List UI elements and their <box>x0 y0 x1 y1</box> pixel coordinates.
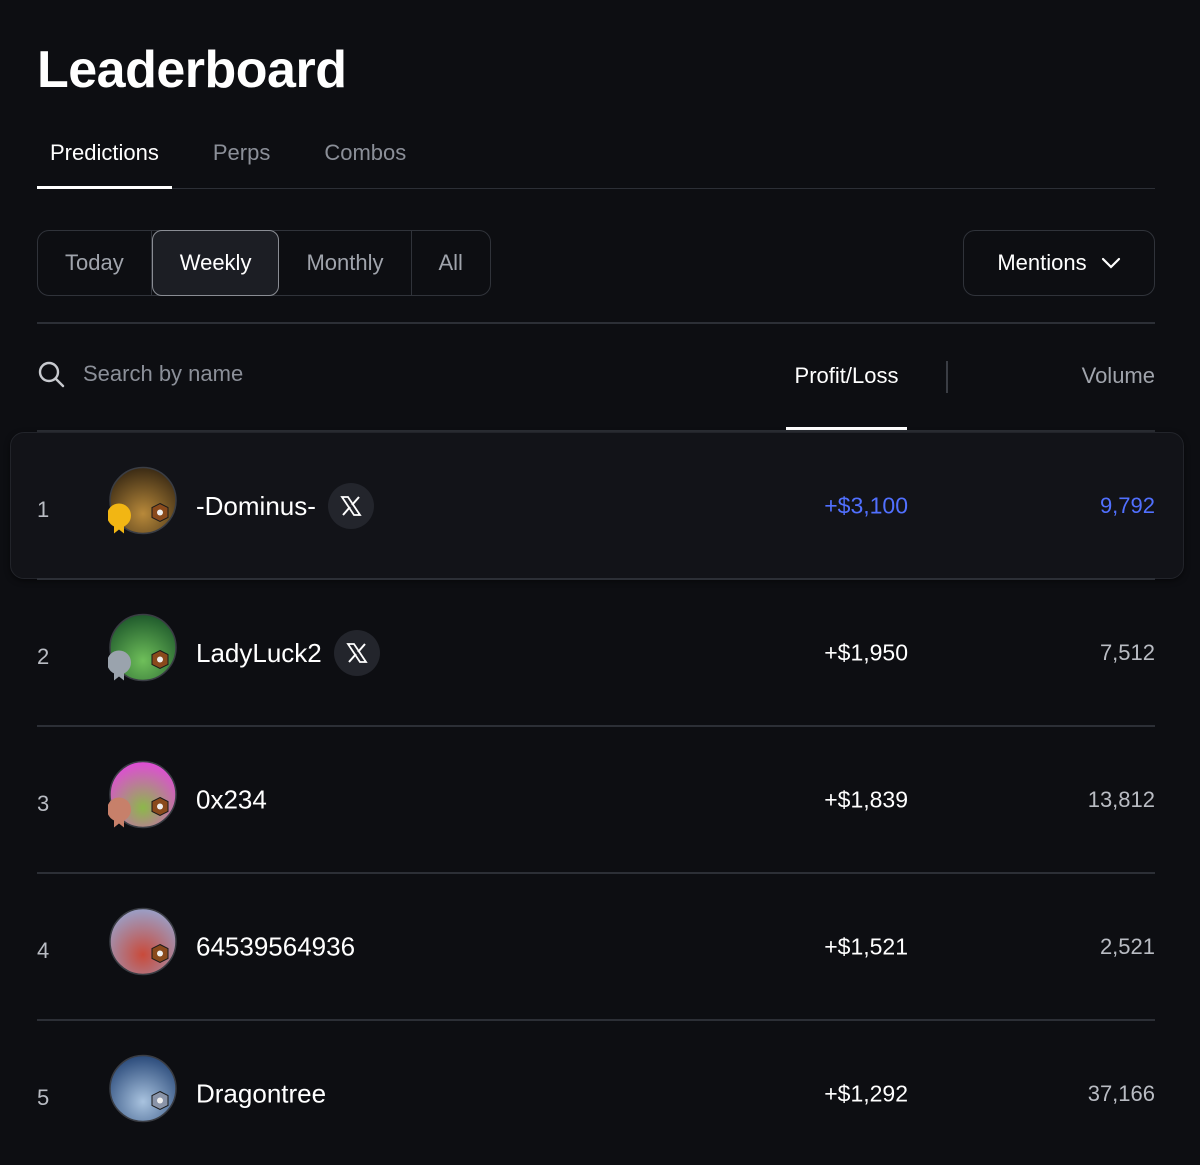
period-button[interactable]: Monthly <box>279 231 412 295</box>
rank: 3 <box>37 791 50 816</box>
avatar-graphic <box>107 650 131 675</box>
rank: 5 <box>37 1085 50 1110</box>
username[interactable]: -Dominus- <box>196 490 316 521</box>
dropdown-label: Mentions <box>997 250 1087 275</box>
user: 0x234 <box>196 785 267 816</box>
avatar <box>108 907 178 988</box>
profit-loss: +$1,292 <box>824 1080 908 1107</box>
tab[interactable]: Perps <box>212 140 271 165</box>
avatar-graphic <box>157 509 163 516</box>
mentions-dropdown[interactable]: Mentions <box>963 230 1155 296</box>
avatar-graphic <box>157 803 163 810</box>
avatar <box>107 613 178 694</box>
profit-loss: +$3,100 <box>824 492 908 519</box>
column-separator <box>946 361 948 393</box>
chevron-icon <box>1101 257 1120 269</box>
search-box[interactable]: Search by name <box>37 360 243 388</box>
period-button[interactable]: Today <box>38 231 152 295</box>
period-selector: Today Weekly Monthly All <box>37 230 491 296</box>
avatar-graphic <box>107 760 177 829</box>
divider <box>37 430 1155 432</box>
avatar-graphic <box>107 466 177 535</box>
tab-bar: Predictions Perps Combos <box>37 130 1155 189</box>
avatar <box>107 760 178 841</box>
x-badge[interactable] <box>327 483 374 529</box>
volume: 13,812 <box>1087 787 1155 812</box>
rank: 2 <box>37 644 50 669</box>
divider <box>37 322 1155 324</box>
volume: 2,521 <box>1099 934 1155 959</box>
rank: 1 <box>37 497 50 522</box>
user: 64539564936 <box>196 932 355 963</box>
avatar-graphic <box>109 907 177 976</box>
avatar-graphic <box>107 613 177 682</box>
tab[interactable]: Combos <box>324 140 407 165</box>
search-icon <box>38 361 65 388</box>
profit-loss: +$1,521 <box>824 933 908 960</box>
period-button[interactable]: Weekly <box>151 230 280 296</box>
divider <box>37 872 1155 874</box>
rank: 4 <box>37 938 50 963</box>
username[interactable]: 64539564936 <box>196 931 356 962</box>
username[interactable]: 0x234 <box>196 784 267 815</box>
divider <box>37 1019 1155 1021</box>
volume-column-header[interactable]: Volume <box>1081 363 1155 388</box>
profit-loss: +$1,950 <box>824 639 908 666</box>
avatar-graphic <box>107 503 131 528</box>
user: -Dominus- <box>196 483 374 529</box>
avatar-graphic <box>109 1054 177 1123</box>
x-icon <box>346 643 368 663</box>
profit-loss: +$1,839 <box>824 786 908 813</box>
volume: 7,512 <box>1099 640 1155 665</box>
avatar-graphic <box>157 656 163 663</box>
divider <box>37 725 1155 727</box>
user: Dragontree <box>196 1079 326 1110</box>
x-icon <box>340 496 362 516</box>
user: LadyLuck2 <box>196 630 380 676</box>
divider <box>37 578 1155 580</box>
search-placeholder: Search by name <box>83 361 244 386</box>
username[interactable]: Dragontree <box>196 1078 327 1109</box>
highlight-card <box>10 432 1184 579</box>
page-title: Leaderboard <box>37 41 347 99</box>
avatar-graphic <box>109 1054 177 1123</box>
volume: 37,166 <box>1087 1081 1155 1106</box>
avatar-graphic <box>109 907 177 976</box>
period-button[interactable]: All <box>438 250 463 275</box>
avatar <box>107 466 178 547</box>
username[interactable]: LadyLuck2 <box>196 637 322 668</box>
volume: 9,792 <box>1099 493 1155 518</box>
avatar-graphic <box>107 797 131 822</box>
avatar-graphic <box>157 950 163 957</box>
x-badge[interactable] <box>333 630 380 676</box>
tab[interactable]: Predictions <box>37 130 172 189</box>
pnl-column-header[interactable]: Profit/Loss <box>786 363 907 430</box>
avatar <box>108 1054 178 1135</box>
avatar-graphic <box>157 1097 163 1104</box>
